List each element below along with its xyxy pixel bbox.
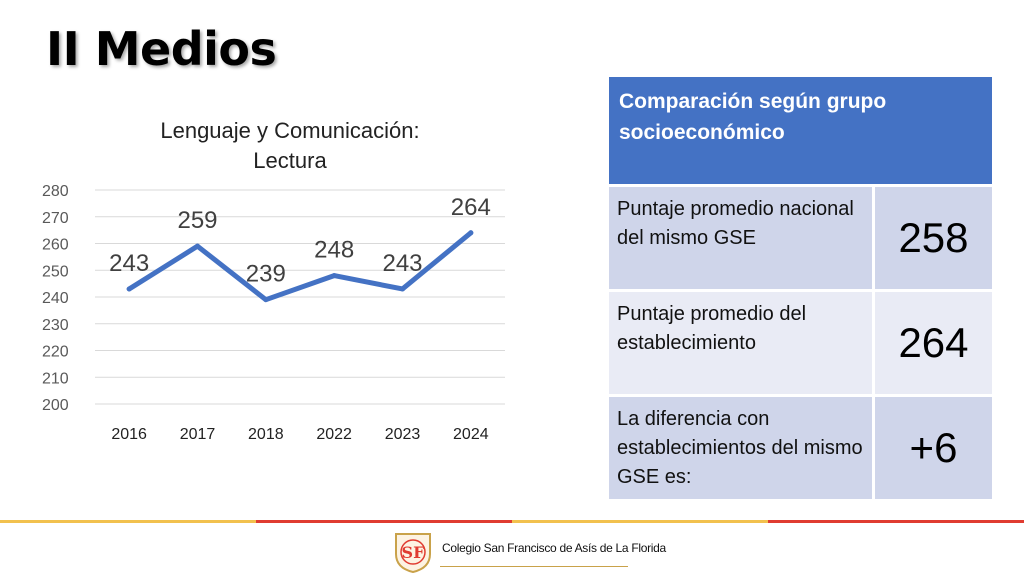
row-value: +6: [872, 397, 992, 499]
table-row-national-average: Puntaje promedio nacional del mismo GSE …: [609, 184, 992, 289]
y-tick-label: 270: [42, 210, 69, 227]
y-tick-label: 220: [42, 344, 69, 361]
data-label: 239: [246, 261, 286, 288]
gse-comparison-table: Comparación según grupo socioeconómico P…: [609, 77, 992, 499]
data-label: 259: [177, 207, 217, 234]
data-point: [331, 273, 337, 279]
row-label: Puntaje promedio nacional del mismo GSE: [617, 198, 854, 249]
chart-svg: 200 210 220 230 240 250 260 270 280 2016 2017 2018 2…: [42, 183, 505, 443]
y-tick-label: 240: [42, 290, 69, 307]
data-point: [468, 230, 474, 236]
table-row-school-average: Puntaje promedio del establecimiento 264: [609, 289, 992, 394]
x-tick-label: 2023: [385, 426, 421, 443]
y-tick-label: 250: [42, 263, 69, 280]
row-label: La diferencia con establecimientos del m…: [617, 408, 863, 488]
row-label: Puntaje promedio del establecimiento: [617, 303, 807, 354]
y-tick-label: 210: [42, 370, 69, 387]
y-tick-label: 230: [42, 317, 69, 334]
chart-title-line-1: Lenguaje y Comunicación:: [160, 118, 420, 143]
data-label: 243: [109, 250, 149, 277]
x-tick-label: 2022: [316, 426, 352, 443]
logo-letters: SF: [402, 543, 426, 562]
x-tick-label: 2017: [180, 426, 216, 443]
row-value: 258: [872, 187, 992, 289]
chart-title-line-2: Lectura: [253, 148, 327, 173]
data-label: 248: [314, 237, 354, 264]
footer-divider-gold-2: [512, 520, 768, 523]
data-point: [263, 297, 269, 303]
footer-divider-gold-1: [0, 520, 256, 523]
x-tick-label: 2024: [453, 426, 489, 443]
footer-divider-red-2: [768, 520, 1024, 523]
data-point: [195, 243, 200, 249]
table-header: Comparación según grupo socioeconómico: [609, 77, 992, 184]
school-name-underline: [440, 566, 628, 567]
school-name: Colegio San Francisco de Asís de La Flor…: [442, 541, 666, 555]
y-tick-label: 280: [42, 183, 69, 200]
x-tick-label: 2016: [111, 426, 147, 443]
series-line: [126, 230, 474, 303]
school-crest-logo: SF: [395, 533, 431, 574]
data-label: 243: [382, 250, 422, 277]
chart-title: Lenguaje y Comunicación: Lectura: [90, 116, 490, 176]
footer-divider-red-1: [256, 520, 512, 523]
data-point: [126, 286, 132, 292]
y-tick-label: 200: [42, 397, 69, 414]
y-tick-label: 260: [42, 237, 69, 254]
x-tick-label: 2018: [248, 426, 284, 443]
table-row-difference: La diferencia con establecimientos del m…: [609, 394, 992, 499]
data-point: [400, 286, 405, 292]
slide-title: II Medios: [46, 22, 277, 76]
line-chart: 200 210 220 230 240 250 260 270 280 2016 2017 2018 2…: [30, 108, 530, 458]
row-value: 264: [872, 292, 992, 394]
data-label: 264: [451, 194, 491, 221]
